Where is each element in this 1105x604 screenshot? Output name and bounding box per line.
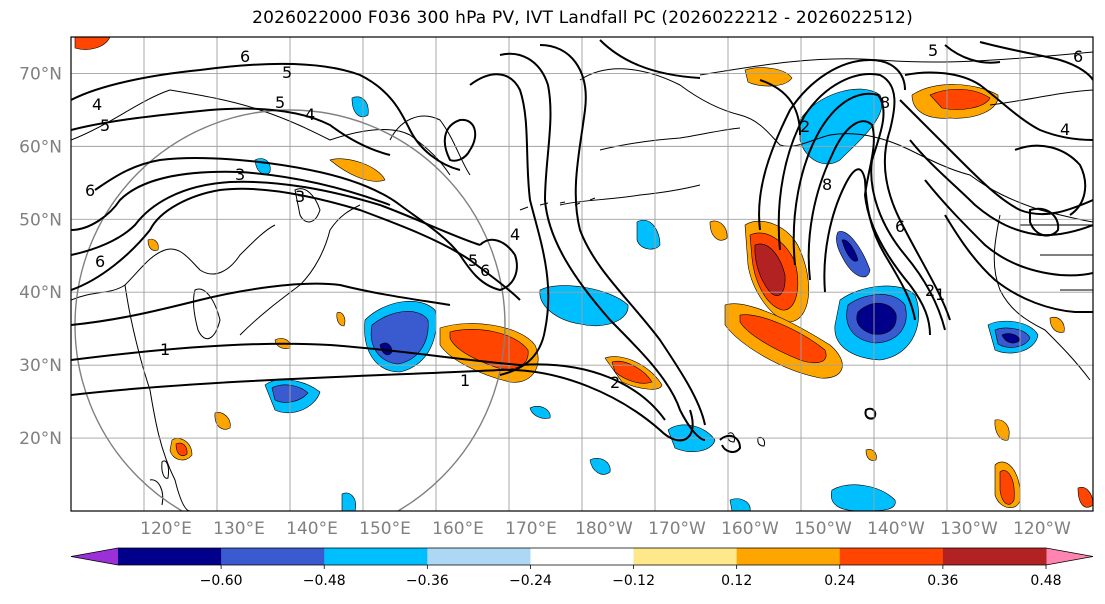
colorbar-segment	[530, 548, 635, 565]
contour-label: 2	[610, 373, 620, 392]
contour-label: 5	[468, 251, 478, 270]
lon-tick-label: 180°W	[575, 519, 633, 539]
contour-label: 8	[880, 93, 890, 112]
contour-label: 1	[460, 371, 470, 390]
longitude-labels: 120°E 130°E 140°E 150°E 160°E 170°E 180°W 170°W…	[140, 519, 1071, 539]
contour-label: 3	[235, 165, 245, 184]
contour-label: 3	[295, 187, 305, 206]
lon-tick-label: 120°E	[140, 519, 192, 539]
colorbar-tick-label: 0.48	[1030, 573, 1061, 589]
colorbar-outline	[70, 547, 1094, 566]
lat-tick-label: 30°N	[19, 356, 62, 376]
map-content: 1 1 1 2 2 2 3 3 4 4 4 4 5 5 5 5 5 6 6 6 …	[71, 37, 1093, 511]
lon-tick-label: 140°W	[867, 519, 925, 539]
colorbar-segment	[221, 548, 325, 565]
contour-label: 1	[935, 285, 945, 304]
contour-label: 2	[925, 281, 935, 300]
contour-label: 8	[822, 175, 832, 194]
contour-label: 5	[928, 41, 938, 60]
colorbar-tick-label: −0.36	[406, 573, 449, 589]
colorbar-tick-label: −0.60	[200, 573, 243, 589]
lat-tick-label: 50°N	[19, 210, 62, 230]
colorbar-segment	[839, 548, 944, 565]
lon-tick-label: 170°E	[505, 519, 557, 539]
gridlines	[71, 37, 1093, 511]
lon-tick-label: 150°W	[794, 519, 852, 539]
lon-tick-label: 170°W	[648, 519, 706, 539]
lat-tick-label: 60°N	[19, 137, 62, 157]
colorbar-tick-label: −0.24	[509, 573, 552, 589]
contour-label: 4	[1060, 120, 1070, 139]
colorbar-segment	[324, 548, 428, 565]
contour-label: 2	[800, 117, 810, 136]
colorbar-extend-high	[1045, 548, 1093, 565]
lat-tick-label: 70°N	[19, 64, 62, 84]
colorbar-tick-label: −0.48	[303, 573, 346, 589]
lon-tick-label: 140°E	[286, 519, 338, 539]
lon-tick-label: 130°W	[940, 519, 998, 539]
colorbar	[70, 547, 1094, 566]
colorbar-tick-label: −0.12	[612, 573, 655, 589]
latitude-labels: 70°N 60°N 50°N 40°N 30°N 20°N	[19, 64, 62, 449]
lon-tick-label: 150°E	[359, 519, 411, 539]
lat-tick-label: 20°N	[19, 429, 62, 449]
lat-tick-label: 40°N	[19, 283, 62, 303]
lon-tick-label: 120°W	[1013, 519, 1071, 539]
contour-label: 4	[510, 225, 520, 244]
colorbar-segment	[942, 548, 1047, 565]
contour-label: 6	[240, 47, 250, 66]
contour-label: 5	[282, 63, 292, 82]
contour-label: 6	[1073, 47, 1083, 66]
colorbar-segment	[118, 548, 222, 565]
page-title: 2026022000 F036 300 hPa PV, IVT Landfall…	[252, 8, 913, 28]
colorbar-tick-label: 0.36	[927, 573, 958, 589]
contour-label: 6	[85, 181, 95, 200]
colorbar-segment	[633, 548, 738, 565]
contour-label: 4	[305, 105, 315, 124]
contour-label: 6	[95, 252, 105, 271]
colorbar-ticks: −0.60 −0.48 −0.36 −0.24 −0.12 0.12 0.24 0.36 0.4…	[200, 565, 1062, 589]
colorbar-extend-low	[71, 548, 119, 565]
colorbar-segment	[427, 548, 531, 565]
contour-label: 5	[275, 93, 285, 112]
colorbar-segment	[736, 548, 841, 565]
lon-tick-label: 160°W	[721, 519, 779, 539]
contour-label: 4	[92, 95, 102, 114]
map-frame	[70, 36, 1094, 512]
lon-tick-label: 130°E	[213, 519, 265, 539]
contour-label: 5	[100, 116, 110, 135]
lon-tick-label: 160°E	[432, 519, 484, 539]
pv-contour-labels: 1 1 1 2 2 2 3 3 4 4 4 4 5 5 5 5 5 6 6 6 …	[85, 41, 1083, 392]
contour-label: 6	[480, 261, 490, 280]
ivt-anomaly-fills	[74, 37, 1093, 511]
contour-label: 1	[160, 340, 170, 359]
pv-contours	[71, 39, 1093, 453]
colorbar-tick-label: 0.12	[721, 573, 752, 589]
contour-label: 6	[895, 217, 905, 236]
colorbar-tick-label: 0.24	[824, 573, 855, 589]
